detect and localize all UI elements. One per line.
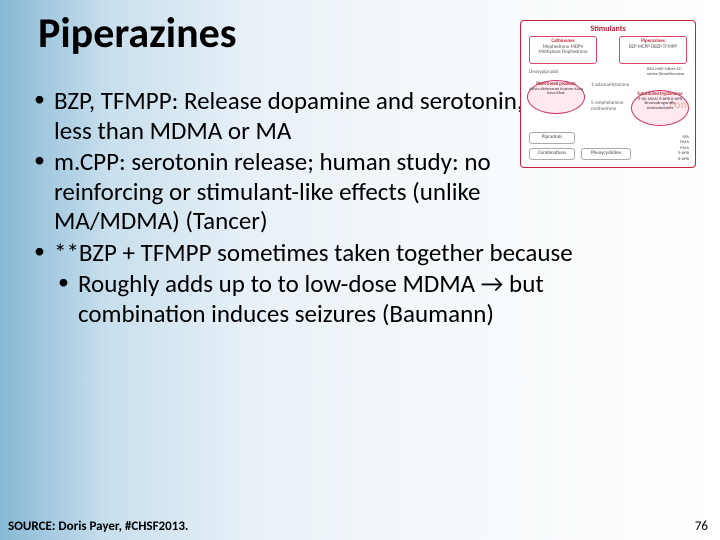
box-piperazines: Piperazines BZP MCPP DBZP TFMPP xyxy=(619,36,687,64)
bullet-2-text: m.CPP: serotonin release; human study: n… xyxy=(54,146,491,236)
sidelist-a: REA MXE Other 2C-series Dimethocaine xyxy=(647,67,687,78)
bullet-2: m.CPP: serotonin release; human study: n… xyxy=(30,147,590,236)
box-pipradrols: Pipradrols xyxy=(529,132,575,144)
bullet-3-text: **BZP + TFMPP sometimes taken together b… xyxy=(54,237,573,268)
sidelist-right: SPA PMA PMA 5-APB 6-APB xyxy=(661,135,689,162)
subbullet-1-text: Roughly adds up to to low-dose MDMA → bu… xyxy=(78,268,544,329)
label-decoxy: Deoxypipradol xyxy=(529,69,558,75)
arrow-a2: 5-amphetamine methedrone xyxy=(591,100,623,112)
box-cathinones: Cathinones Mephedrone MDPV Methylone Fle… xyxy=(529,36,597,64)
subbullet-1: Roughly adds up to to low-dose MDMA → bu… xyxy=(54,269,590,328)
box-phenylcyclidine: Phenycyclidine xyxy=(581,148,631,160)
box-combinations: Combinations xyxy=(529,148,575,160)
box-cathinones-sub: Mephedrone MDPV Methylone Flephedrone xyxy=(532,45,594,56)
arrow-a1: 1-adamantylamine xyxy=(591,82,629,88)
watermark: .com xyxy=(666,98,690,111)
rl-4: 6-APB xyxy=(661,157,689,162)
oval-plant-items: Salvia divinorum Kratom Kava kava Khat xyxy=(529,88,583,97)
oval-plant-products: Plant-based products Salvia divinorum Kr… xyxy=(527,80,585,114)
bullet-1: BZP, TFMPP: Release dopamine and seroton… xyxy=(30,86,590,145)
box-piperazines-sub: BZP MCPP DBZP TFMPP xyxy=(622,45,684,51)
slide-title: Piperazines xyxy=(38,8,237,59)
page-number: 76 xyxy=(695,519,708,534)
body-content: BZP, TFMPP: Release dopamine and seroton… xyxy=(30,86,590,330)
diagram-title: Stimulants xyxy=(521,21,695,34)
stimulants-diagram: Stimulants Cathinones Mephedrone MDPV Me… xyxy=(520,20,696,168)
bullet-1-text: BZP, TFMPP: Release dopamine and seroton… xyxy=(54,85,563,146)
bullet-3: **BZP + TFMPP sometimes taken together b… xyxy=(30,238,590,329)
source-line: SOURCE: Doris Payer, #CHSF2013. xyxy=(8,519,188,534)
